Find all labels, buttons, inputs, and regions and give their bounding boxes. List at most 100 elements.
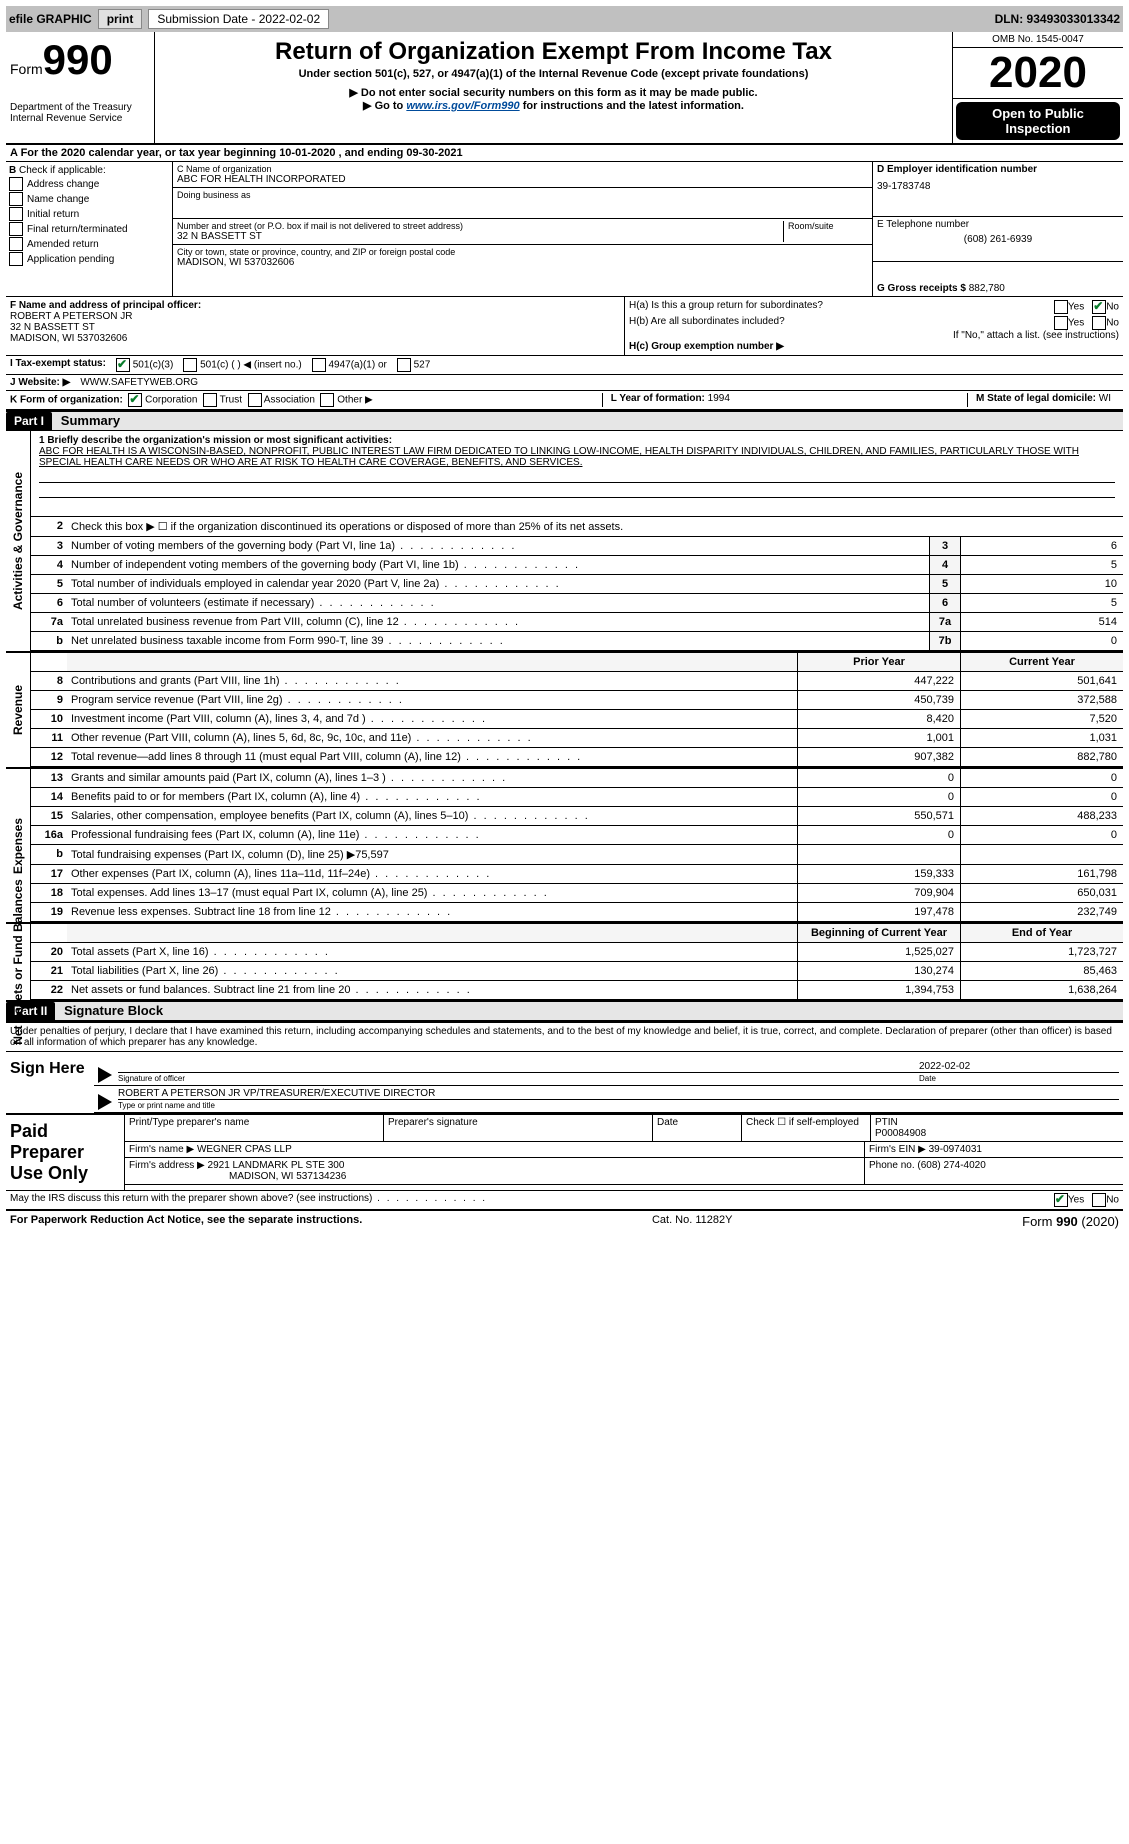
ptin-value: P00084908 [875, 1128, 1119, 1139]
hb-yes-checkbox[interactable] [1054, 316, 1068, 330]
data-line: 9Program service revenue (Part VIII, lin… [31, 691, 1123, 710]
form-subtitle: Under section 501(c), 527, or 4947(a)(1)… [159, 68, 948, 80]
checkbox-4947a1[interactable] [312, 358, 326, 372]
ssn-warning: ▶ Do not enter social security numbers o… [159, 86, 948, 99]
sidelabel-revenue: Revenue [6, 653, 31, 767]
website-value: WWW.SAFETYWEB.ORG [80, 377, 198, 388]
data-line: 14Benefits paid to or for members (Part … [31, 788, 1123, 807]
form-header: Form990 Department of the Treasury Inter… [6, 32, 1123, 145]
ha-no-checkbox[interactable] [1092, 300, 1106, 314]
name-arrow-icon [98, 1094, 112, 1110]
data-line: 20Total assets (Part X, line 16)1,525,02… [31, 943, 1123, 962]
firm-name: WEGNER CPAS LLP [197, 1144, 292, 1155]
sidelabel-netassets: Net Assets or Fund Balances [6, 924, 31, 1000]
efile-label: efile GRAPHIC [9, 12, 92, 26]
paid-preparer-block: Paid Preparer Use Only Print/Type prepar… [6, 1113, 1123, 1190]
tax-year: 2020 [953, 48, 1123, 99]
efile-topbar: efile GRAPHIC print Submission Date - 20… [6, 6, 1123, 32]
print-button[interactable]: print [98, 9, 143, 29]
data-line: bTotal fundraising expenses (Part IX, co… [31, 845, 1123, 865]
checkbox-501c[interactable] [183, 358, 197, 372]
form-word: Form [10, 61, 43, 77]
ein-value: 39-1783748 [877, 181, 1119, 192]
part1-header: Part I Summary [6, 410, 1123, 431]
gross-receipts: 882,780 [969, 283, 1005, 294]
org-street: 32 N BASSETT ST [177, 231, 779, 242]
form-title: Return of Organization Exempt From Incom… [159, 38, 948, 66]
data-line: 8Contributions and grants (Part VIII, li… [31, 672, 1123, 691]
submission-date: Submission Date - 2022-02-02 [148, 9, 329, 29]
data-line: 10Investment income (Part VIII, column (… [31, 710, 1123, 729]
omb-number: OMB No. 1545-0047 [953, 32, 1123, 48]
checkbox-initial-return[interactable] [9, 207, 23, 221]
phone-value: (608) 261-6939 [877, 234, 1119, 245]
data-line: 17Other expenses (Part IX, column (A), l… [31, 865, 1123, 884]
hb-no-checkbox[interactable] [1092, 316, 1106, 330]
officer-addr2: MADISON, WI 537032606 [10, 333, 620, 344]
data-line: 19Revenue less expenses. Subtract line 1… [31, 903, 1123, 922]
sidelabel-governance: Activities & Governance [6, 431, 31, 651]
irs-label: Internal Revenue Service [10, 113, 150, 124]
dln-label: DLN: 93493033013342 [995, 12, 1120, 26]
checkbox-final-return[interactable] [9, 222, 23, 236]
signature-arrow-icon [98, 1067, 112, 1083]
cat-number: Cat. No. 11282Y [652, 1214, 733, 1229]
data-line: 22Net assets or fund balances. Subtract … [31, 981, 1123, 1000]
ha-yes-checkbox[interactable] [1054, 300, 1068, 314]
instructions-link-row: ▶ Go to www.irs.gov/Form990 for instruct… [159, 99, 948, 112]
checkbox-association[interactable] [248, 393, 262, 407]
page-footer: For Paperwork Reduction Act Notice, see … [6, 1210, 1123, 1232]
gov-line: bNet unrelated business taxable income f… [31, 632, 1123, 651]
officer-addr1: 32 N BASSETT ST [10, 322, 620, 333]
officer-group-block: F Name and address of principal officer:… [6, 297, 1123, 356]
gov-line: 7aTotal unrelated business revenue from … [31, 613, 1123, 632]
firm-ein: 39-0974031 [929, 1144, 982, 1155]
data-line: 21Total liabilities (Part X, line 26)130… [31, 962, 1123, 981]
dept-treasury: Department of the Treasury [10, 102, 150, 113]
checkbox-trust[interactable] [203, 393, 217, 407]
checkbox-501c3[interactable] [116, 358, 130, 372]
firm-addr2: MADISON, WI 537134236 [129, 1171, 860, 1182]
officer-name: ROBERT A PETERSON JR [10, 311, 620, 322]
org-name: ABC FOR HEALTH INCORPORATED [177, 174, 868, 185]
data-line: 16aProfessional fundraising fees (Part I… [31, 826, 1123, 845]
checkbox-name-change[interactable] [9, 192, 23, 206]
state-domicile: WI [1099, 393, 1111, 404]
checkbox-other[interactable] [320, 393, 334, 407]
gov-line: 3Number of voting members of the governi… [31, 537, 1123, 556]
checkbox-527[interactable] [397, 358, 411, 372]
officer-printed-name: ROBERT A PETERSON JR VP/TREASURER/EXECUT… [118, 1088, 1119, 1099]
gov-line: 5Total number of individuals employed in… [31, 575, 1123, 594]
sign-here-block: Sign Here Signature of officer 2022-02-0… [6, 1051, 1123, 1113]
entity-info-block: B Check if applicable: Address change Na… [6, 162, 1123, 297]
checkbox-corporation[interactable] [128, 393, 142, 407]
data-line: 18Total expenses. Add lines 13–17 (must … [31, 884, 1123, 903]
data-line: 13Grants and similar amounts paid (Part … [31, 769, 1123, 788]
mission-statement: ABC FOR HEALTH IS A WISCONSIN-BASED, NON… [39, 446, 1115, 468]
tax-year-range: A For the 2020 calendar year, or tax yea… [6, 145, 1123, 162]
signature-date: 2022-02-02 [919, 1061, 1119, 1072]
discuss-no-checkbox[interactable] [1092, 1193, 1106, 1207]
org-city: MADISON, WI 537032606 [177, 257, 868, 268]
instructions-link[interactable]: www.irs.gov/Form990 [406, 100, 519, 112]
checkbox-amended-return[interactable] [9, 237, 23, 251]
year-formation: 1994 [708, 393, 730, 404]
data-line: 12Total revenue—add lines 8 through 11 (… [31, 748, 1123, 767]
website-row: J Website: ▶ WWW.SAFETYWEB.ORG [6, 375, 1123, 391]
form-number: 990 [43, 36, 113, 83]
gov-line: 4Number of independent voting members of… [31, 556, 1123, 575]
form-of-org-row: K Form of organization: Corporation Trus… [6, 391, 1123, 410]
discuss-row: May the IRS discuss this return with the… [6, 1190, 1123, 1210]
penalty-declaration: Under penalties of perjury, I declare th… [6, 1021, 1123, 1051]
data-line: 11Other revenue (Part VIII, column (A), … [31, 729, 1123, 748]
preparer-phone: (608) 274-4020 [917, 1160, 985, 1171]
checkbox-address-change[interactable] [9, 177, 23, 191]
firm-addr1: 2921 LANDMARK PL STE 300 [208, 1160, 345, 1171]
gov-line: 6Total number of volunteers (estimate if… [31, 594, 1123, 613]
checkbox-application-pending[interactable] [9, 252, 23, 266]
part2-header: Part II Signature Block [6, 1000, 1123, 1021]
tax-exempt-status: I Tax-exempt status: 501(c)(3) 501(c) ( … [6, 356, 1123, 375]
data-line: 15Salaries, other compensation, employee… [31, 807, 1123, 826]
public-inspection-badge: Open to Public Inspection [956, 102, 1120, 140]
discuss-yes-checkbox[interactable] [1054, 1193, 1068, 1207]
